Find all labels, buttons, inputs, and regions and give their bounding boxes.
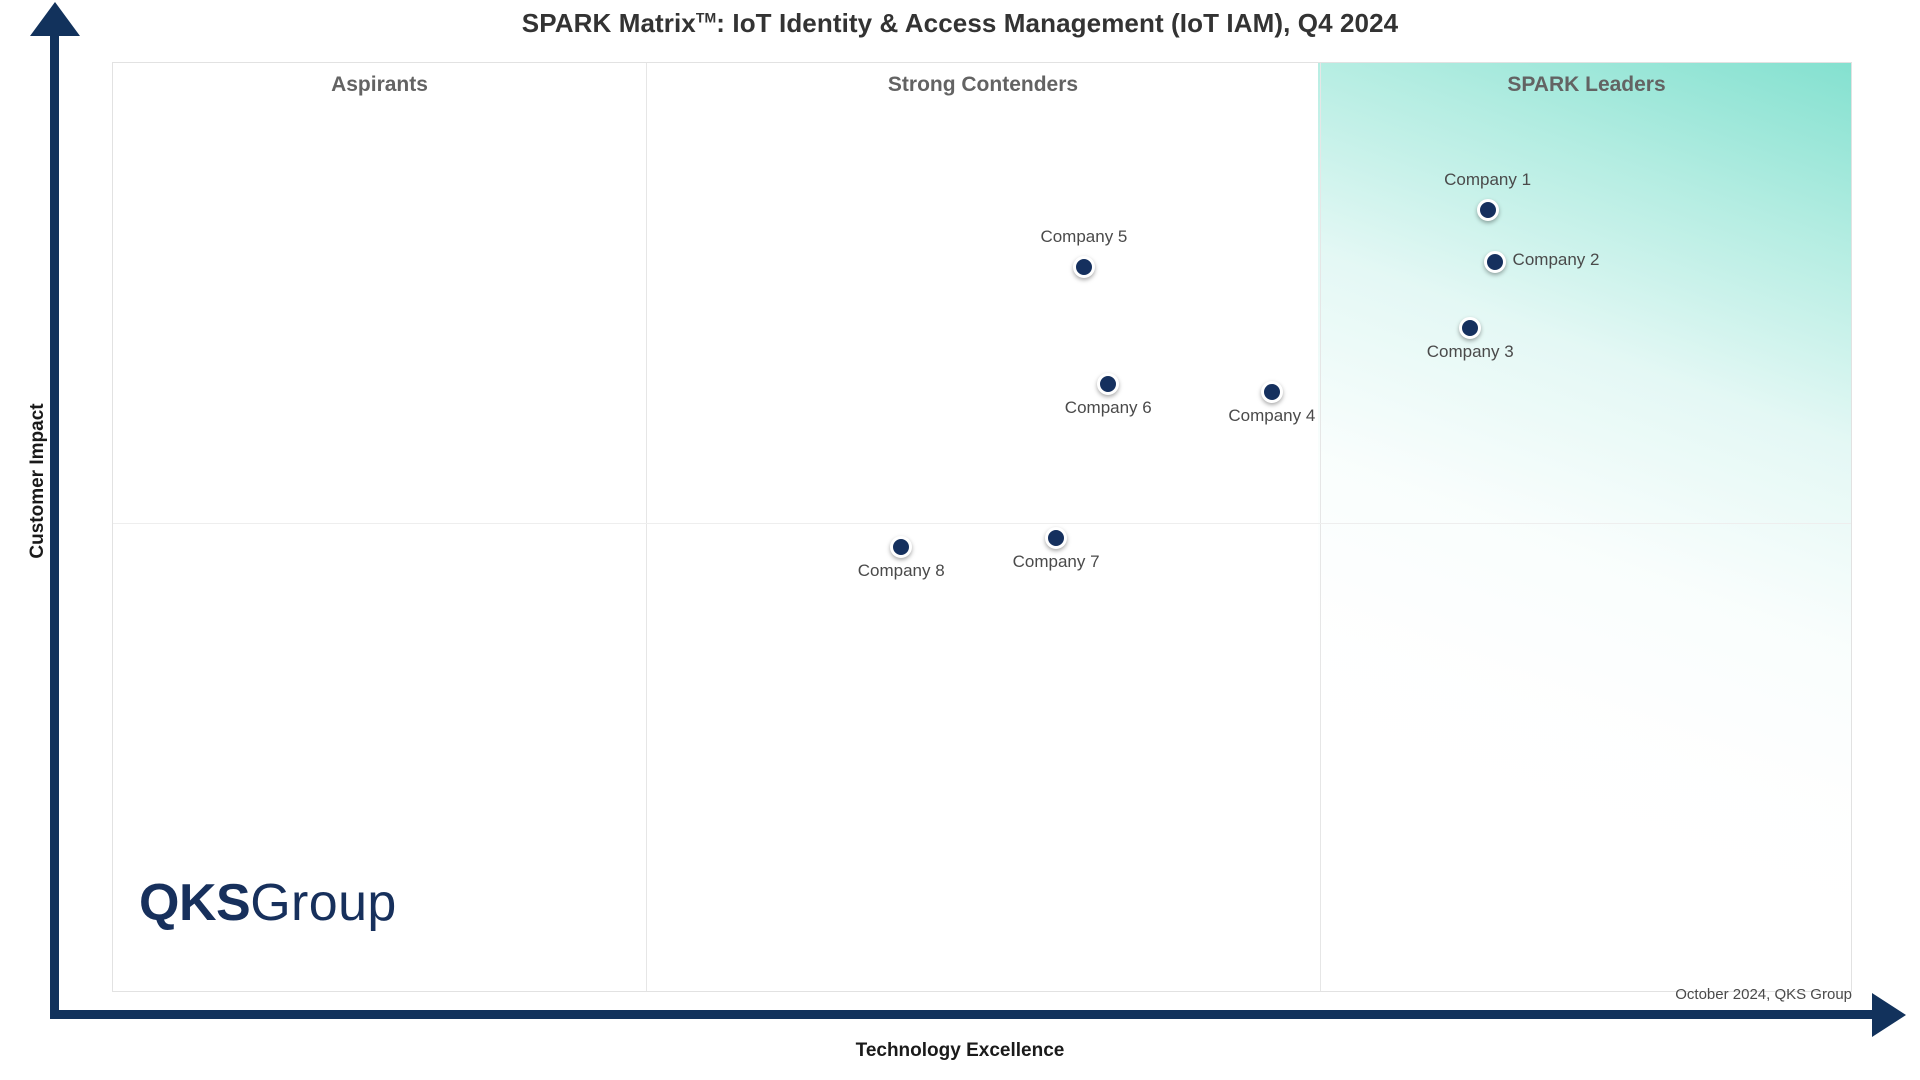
data-point-marker[interactable] bbox=[1260, 381, 1283, 404]
data-point-marker[interactable] bbox=[1483, 251, 1506, 274]
quadrant-header-strong-contenders: Strong Contenders bbox=[887, 73, 1079, 96]
data-point-marker[interactable] bbox=[890, 535, 913, 558]
x-axis-arrow-icon bbox=[1872, 993, 1906, 1037]
qks-group-logo: QKSGroup bbox=[139, 873, 397, 933]
quadrant-header-spark-leaders: SPARK Leaders bbox=[1507, 73, 1666, 96]
quadrant-divider-right bbox=[1320, 63, 1321, 991]
y-axis-label: Customer Impact bbox=[27, 403, 48, 559]
quadrant-divider-horizontal bbox=[113, 523, 1851, 524]
trademark-symbol: TM bbox=[695, 9, 717, 26]
logo-qks-text: QKS bbox=[139, 874, 251, 932]
data-point-label: Company 6 bbox=[1064, 397, 1152, 417]
data-point-label: Company 2 bbox=[1512, 250, 1600, 270]
data-point-label: Company 1 bbox=[1444, 169, 1532, 189]
data-point-label: Company 3 bbox=[1426, 342, 1514, 362]
title-text-before: SPARK Matrix bbox=[521, 8, 696, 38]
y-axis-arrow-icon bbox=[30, 2, 80, 36]
quadrant-divider-left bbox=[646, 63, 647, 991]
data-point-label: Company 8 bbox=[857, 560, 945, 580]
data-point-label: Company 5 bbox=[1040, 226, 1128, 246]
data-point-marker[interactable] bbox=[1459, 317, 1482, 340]
data-point-label: Company 4 bbox=[1228, 406, 1316, 426]
data-point-marker[interactable] bbox=[1097, 372, 1120, 395]
page-title: SPARK MatrixTM: IoT Identity & Access Ma… bbox=[0, 8, 1920, 39]
quadrant-header-aspirants: Aspirants bbox=[331, 73, 428, 96]
x-axis-label: Technology Excellence bbox=[855, 1040, 1065, 1061]
plot-area: Aspirants Strong Contenders SPARK Leader… bbox=[112, 62, 1852, 992]
spark-leaders-gradient bbox=[1318, 63, 1851, 991]
footer-attribution: October 2024, QKS Group bbox=[1675, 986, 1852, 1003]
data-point-marker[interactable] bbox=[1476, 198, 1499, 221]
data-point-marker[interactable] bbox=[1072, 255, 1095, 278]
title-text-after: : IoT Identity & Access Management (IoT … bbox=[716, 8, 1399, 38]
y-axis-line bbox=[50, 28, 59, 1013]
data-point-label: Company 7 bbox=[1012, 552, 1100, 572]
logo-group-text: Group bbox=[250, 874, 397, 932]
data-point-marker[interactable] bbox=[1045, 527, 1068, 550]
x-axis-line bbox=[50, 1010, 1880, 1019]
